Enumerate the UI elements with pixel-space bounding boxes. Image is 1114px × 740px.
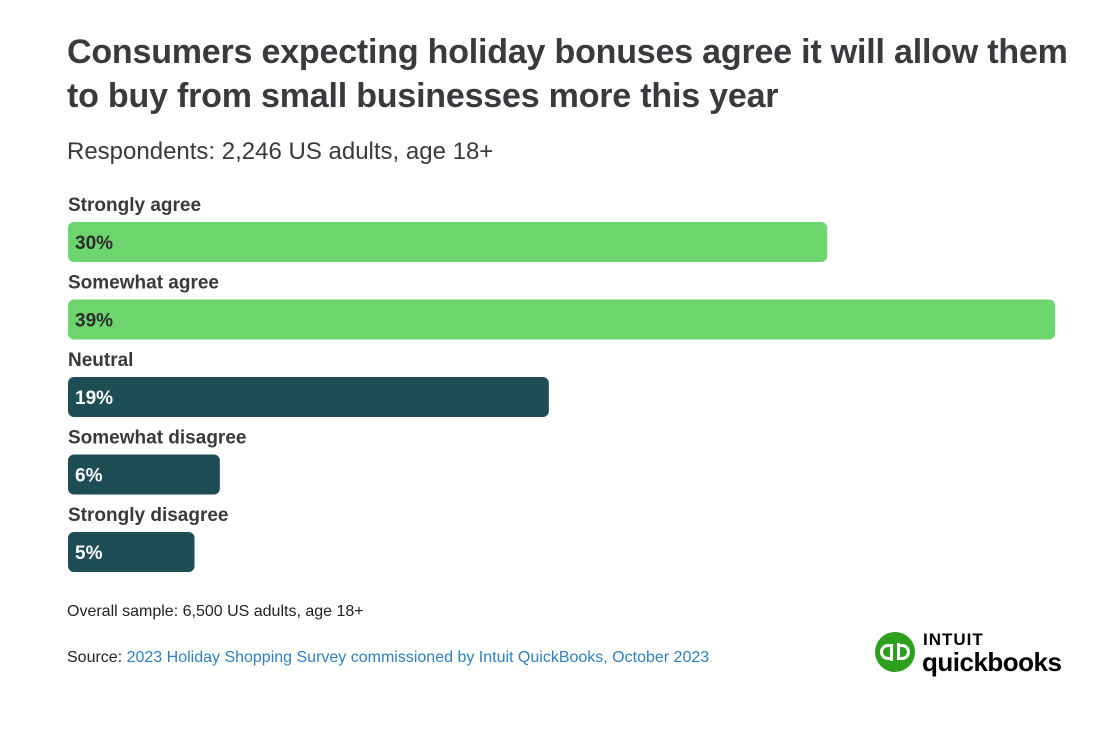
bar — [68, 532, 195, 572]
bar-value-label: 6% — [75, 466, 103, 487]
bar-value-label: 39% — [75, 311, 113, 332]
intuit-quickbooks-logo[interactable]: INTUIT quickbooks — [875, 630, 1065, 680]
source-link[interactable]: 2023 Holiday Shopping Survey commissione… — [126, 649, 710, 666]
sample-footnote: Overall sample: 6,500 US adults, age 18+ — [67, 603, 364, 620]
logo-brand-text: INTUIT — [923, 630, 984, 649]
bar-value-label: 19% — [75, 388, 113, 409]
quickbooks-logo-icon — [875, 632, 915, 672]
category-label: Strongly disagree — [68, 505, 229, 526]
bar-value-label: 30% — [75, 233, 113, 254]
bar-value-label: 5% — [75, 543, 103, 564]
source-label: Source: — [67, 649, 123, 666]
chart-title: Consumers expecting holiday bonuses agre… — [67, 33, 1068, 115]
bar — [68, 377, 549, 417]
logo-product-text: quickbooks — [922, 647, 1062, 677]
category-label: Somewhat agree — [68, 273, 219, 294]
chart-subtitle: Respondents: 2,246 US adults, age 18+ — [67, 138, 494, 165]
category-label: Somewhat disagree — [68, 428, 246, 449]
source-line: Source: 2023 Holiday Shopping Survey com… — [67, 649, 709, 667]
bar — [68, 222, 828, 262]
category-label: Strongly agree — [68, 195, 201, 216]
bar — [68, 299, 1055, 340]
category-label: Neutral — [68, 350, 133, 371]
bar — [68, 454, 220, 495]
